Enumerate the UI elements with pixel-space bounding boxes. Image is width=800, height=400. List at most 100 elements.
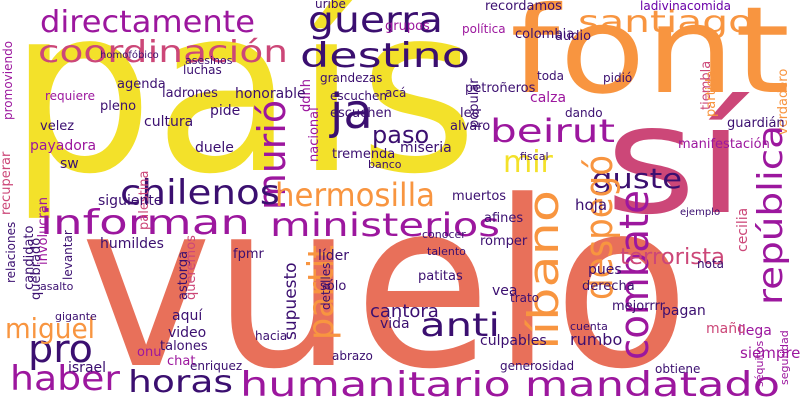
word: humildes — [100, 236, 164, 252]
word: miseria — [400, 140, 452, 156]
word: combate — [612, 190, 658, 360]
word: payadora — [30, 138, 96, 154]
word: quebrado — [29, 238, 44, 300]
word: conocer — [422, 228, 466, 241]
word: beirut — [490, 112, 615, 150]
word: font — [510, 0, 790, 121]
word: murió — [250, 100, 294, 210]
word: hacia — [255, 329, 287, 343]
word: requiere — [45, 89, 95, 103]
word: sw — [60, 156, 79, 172]
word: talento — [427, 245, 466, 258]
word: grandezas — [320, 71, 382, 85]
word: paso — [372, 121, 429, 149]
word: pro — [28, 327, 93, 371]
word: petroñeros — [465, 81, 536, 96]
word: calza — [530, 90, 566, 106]
word: audio — [555, 29, 591, 44]
word: queremos — [184, 235, 199, 300]
word: lee — [460, 106, 480, 121]
word: ddhh — [299, 79, 314, 112]
word: terrorista — [620, 245, 725, 270]
word: mir — [503, 145, 554, 180]
word: humanitario mandatado — [240, 365, 780, 400]
word: sí — [605, 74, 750, 248]
word: coordinación — [38, 35, 288, 70]
word: mejorrrr — [612, 299, 666, 314]
word: llega — [738, 323, 772, 339]
word: colombia — [515, 27, 574, 42]
word: levantar — [61, 230, 75, 280]
word: pidió — [603, 71, 632, 85]
word: chilenos — [120, 173, 280, 213]
word: patitas — [418, 269, 463, 284]
word: haber — [10, 359, 120, 399]
word: líbano — [519, 190, 568, 350]
word: seguridad — [778, 330, 791, 385]
word: candidato — [22, 225, 37, 290]
word: partit — [301, 245, 342, 340]
word: guardián — [727, 116, 785, 131]
word: pide — [210, 103, 240, 119]
word: popular — [467, 78, 482, 128]
word: séquitos — [753, 340, 766, 387]
word: líder — [318, 248, 349, 264]
word: ladrones — [162, 86, 218, 101]
word: palestina — [137, 170, 152, 230]
word: video — [168, 325, 206, 341]
word: luchas — [183, 63, 222, 77]
word: miguel — [5, 312, 95, 345]
word: informan — [40, 203, 250, 243]
word: supuesto — [281, 262, 301, 340]
word: trato — [510, 291, 539, 305]
word: generosidad — [500, 359, 574, 373]
word: velez — [40, 119, 74, 134]
word: maño — [706, 321, 746, 337]
word: relaciones — [4, 222, 18, 283]
word: recuperar — [0, 151, 14, 215]
word: muertos — [452, 189, 506, 204]
word: chat — [167, 354, 195, 369]
word: ladivinacomida — [640, 0, 731, 13]
word: agenda — [117, 77, 166, 92]
word: enriquez — [190, 359, 242, 373]
word: nacional — [307, 107, 322, 162]
word: detalles — [319, 263, 333, 310]
word: rumbo — [570, 330, 622, 349]
word: vida — [380, 316, 410, 332]
word: recordamos — [485, 0, 562, 14]
word: honorable — [235, 86, 306, 102]
word: abrazo — [332, 349, 373, 363]
word: homofóbico — [100, 49, 159, 61]
word: horas — [128, 365, 233, 400]
word: grupos — [385, 19, 430, 34]
word: guste — [592, 162, 682, 195]
word: asalto — [40, 280, 74, 293]
word: afines — [484, 211, 523, 226]
word: sólo — [320, 279, 346, 294]
word: toda — [537, 69, 564, 83]
word: siguiente — [98, 193, 162, 209]
word: directamente — [40, 5, 255, 40]
word: uribe — [315, 0, 346, 11]
word: tiembla — [699, 61, 714, 110]
word: acá — [385, 86, 406, 100]
word: israel — [68, 360, 106, 376]
word: cantora — [370, 301, 439, 322]
word: santiago — [578, 5, 753, 40]
word: siempre — [740, 344, 800, 362]
word: banco — [368, 158, 402, 171]
word: escuchen — [330, 106, 392, 121]
word: manifestación — [678, 137, 770, 152]
word: culpables — [480, 333, 547, 349]
word: destino — [300, 36, 470, 76]
word: pues — [588, 262, 622, 278]
word: vuelo — [80, 153, 690, 400]
word: política — [462, 22, 506, 36]
word: cultura — [144, 114, 193, 130]
word: país — [8, 0, 478, 225]
word: promoviendo — [1, 41, 15, 120]
